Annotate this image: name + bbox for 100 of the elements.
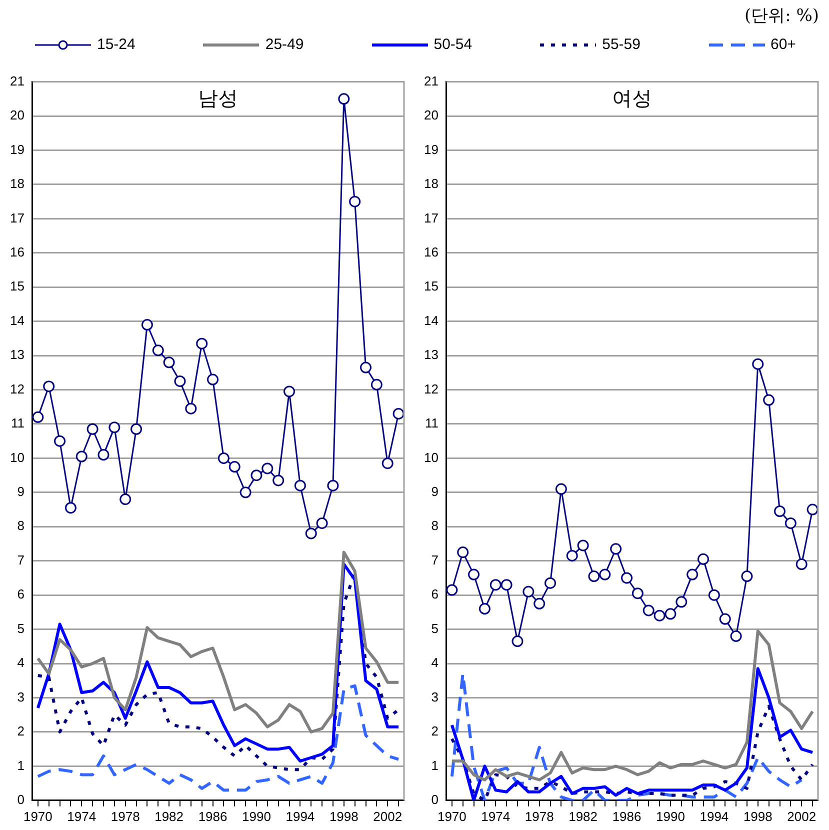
point — [457, 546, 469, 558]
point — [642, 604, 654, 616]
legend-label: 15-24 — [97, 36, 136, 53]
y-tick-label: 5 — [431, 620, 438, 636]
y-tick-label: 15 — [10, 278, 24, 294]
y-tick-label: 9 — [431, 484, 438, 500]
x-tick-label: 1982 — [154, 808, 184, 824]
point — [108, 422, 120, 434]
text: (단위: %) — [744, 5, 819, 27]
y-tick-label: 19 — [424, 142, 438, 157]
point — [500, 579, 512, 591]
point — [382, 458, 394, 470]
y-tick-label: 8 — [431, 518, 438, 534]
y-tick-label: 10 — [10, 450, 24, 465]
point — [163, 356, 175, 368]
point — [218, 452, 230, 464]
x-tick-label: 2002 — [787, 808, 816, 824]
point — [763, 394, 775, 406]
point — [708, 589, 720, 601]
point — [555, 483, 567, 495]
y-tick-label: 4 — [17, 655, 24, 670]
point — [54, 435, 66, 447]
point — [806, 504, 818, 516]
point — [327, 480, 339, 492]
point — [228, 461, 240, 473]
y-tick-label: 2 — [17, 724, 24, 739]
y-tick-label: 16 — [424, 244, 438, 260]
point — [741, 570, 753, 582]
y-tick-label: 15 — [424, 278, 438, 294]
point — [534, 598, 546, 610]
y-tick-label: 7 — [17, 552, 24, 568]
point — [284, 386, 296, 398]
point — [698, 553, 710, 565]
point — [250, 470, 262, 482]
point — [392, 408, 404, 420]
point — [784, 517, 796, 529]
point — [207, 374, 219, 386]
y-tick-label: 7 — [431, 552, 438, 568]
legend-label: 25-49 — [265, 36, 304, 53]
chart-title: 여성 — [612, 86, 652, 110]
point — [240, 486, 252, 498]
point — [664, 608, 676, 620]
y-tick-label: 12 — [424, 381, 438, 396]
point — [774, 506, 786, 517]
x-tick-label: 1990 — [242, 808, 271, 824]
x-tick-label: 1970 — [437, 808, 466, 824]
y-tick-label: 20 — [10, 108, 24, 123]
y-tick-label: 4 — [431, 655, 438, 670]
point — [360, 362, 372, 374]
point — [654, 610, 666, 622]
y-tick-label: 21 — [424, 73, 438, 88]
point — [349, 196, 361, 208]
x-tick-label: 2002 — [373, 808, 402, 824]
point — [262, 462, 274, 474]
point — [468, 568, 480, 580]
x-tick-label: 1974 — [481, 808, 510, 824]
x-tick-label: 1982 — [568, 808, 598, 824]
point — [610, 543, 622, 555]
y-tick-label: 13 — [424, 347, 438, 362]
y-tick-label: 19 — [10, 142, 24, 157]
y-tick-label: 3 — [431, 689, 438, 704]
y-tick-label: 9 — [17, 484, 24, 500]
y-tick-label: 0 — [431, 792, 438, 807]
x-tick-label: 1970 — [23, 808, 52, 824]
point — [676, 596, 688, 608]
point — [272, 474, 284, 486]
x-tick-label: 1998 — [329, 808, 358, 824]
point — [577, 540, 589, 552]
point — [120, 494, 132, 506]
point — [686, 568, 698, 580]
y-tick-label: 16 — [10, 244, 24, 260]
y-tick-label: 5 — [17, 620, 24, 636]
y-tick-label: 8 — [17, 518, 24, 534]
legend-label: 55-59 — [602, 36, 640, 53]
point — [86, 423, 98, 435]
y-tick-label: 12 — [10, 381, 24, 396]
point — [32, 411, 44, 423]
x-tick-label: 1986 — [198, 808, 228, 824]
y-tick-label: 11 — [424, 416, 438, 431]
point — [478, 603, 490, 615]
point — [196, 338, 208, 350]
point — [446, 584, 458, 596]
point — [490, 579, 502, 591]
point — [76, 450, 88, 462]
x-tick-label: 1986 — [612, 808, 642, 824]
x-tick-label: 1978 — [110, 808, 140, 824]
point — [588, 570, 600, 582]
point — [370, 378, 382, 390]
point — [294, 480, 306, 492]
x-tick-label: 1994 — [286, 808, 315, 824]
point — [544, 577, 556, 589]
y-tick-label: 13 — [10, 347, 24, 362]
y-tick-label: 14 — [424, 312, 438, 328]
point — [599, 568, 611, 580]
legend-label: 60+ — [770, 36, 796, 53]
point — [752, 358, 764, 370]
y-tick-label: 2 — [431, 724, 438, 739]
y-tick-label: 3 — [17, 689, 24, 704]
line-series — [36, 684, 400, 792]
point — [512, 636, 524, 648]
